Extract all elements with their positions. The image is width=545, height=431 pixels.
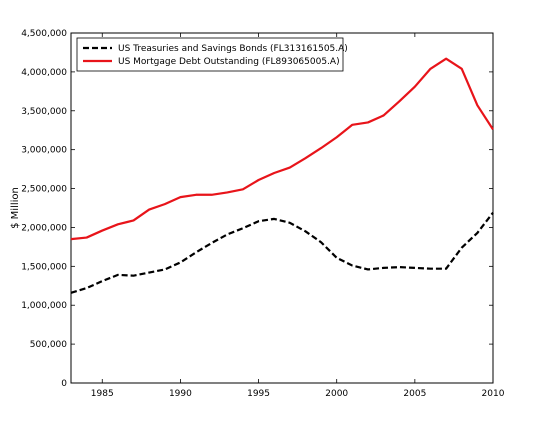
series-line-2 (70, 57, 494, 241)
y-tick-label: 4,500,000 (21, 29, 67, 39)
y-tick-label: 2,500,000 (21, 185, 67, 195)
x-tick-label: 2000 (325, 389, 348, 399)
y-axis-title: $ Million (10, 187, 21, 229)
y-tick-label: 3,000,000 (21, 146, 67, 156)
x-tick-label: 1995 (247, 389, 270, 399)
x-tick-label: 2005 (403, 389, 426, 399)
plot-area (70, 32, 494, 384)
y-tick-label: 4,000,000 (21, 68, 67, 78)
y-tick-label: 1,000,000 (21, 301, 67, 311)
x-tick-label: 1985 (91, 389, 114, 399)
legend: US Treasuries and Savings Bonds (FL31316… (76, 37, 348, 72)
x-tick-label: 1990 (169, 389, 192, 399)
legend-box (76, 37, 344, 72)
y-tick-label: 0 (61, 379, 67, 389)
legend-label: US Mortgage Debt Outstanding (FL89306500… (118, 57, 340, 67)
series-layer (70, 57, 494, 294)
y-tick-label: 500,000 (30, 340, 67, 350)
legend-label: US Treasuries and Savings Bonds (FL31316… (118, 44, 348, 54)
y-tick-label: 1,500,000 (21, 262, 67, 272)
series-line-1 (70, 211, 494, 294)
x-tick-label: 2010 (482, 389, 505, 399)
x-axis: 1985 1990 1995 2000 2005 2010 (91, 33, 505, 399)
y-axis: 0 500,000 1,000,000 1,500,000 2,000,000 2,500… (21, 29, 493, 389)
y-tick-label: 3,500,000 (21, 107, 67, 117)
y-tick-label: 2,000,000 (21, 223, 67, 233)
